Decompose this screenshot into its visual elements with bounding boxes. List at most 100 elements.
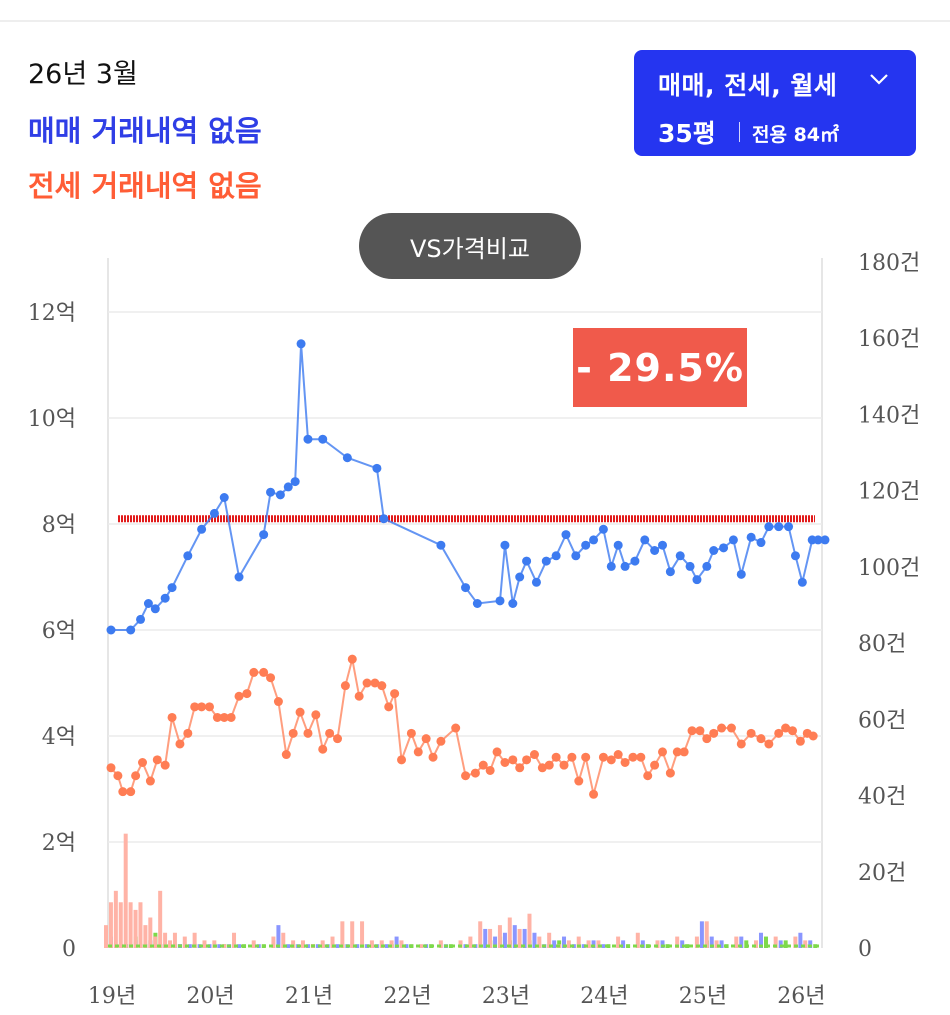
volume-bar-jeonse [113, 890, 118, 948]
jeonse-data-point [665, 768, 675, 778]
sale-data-point [436, 540, 446, 550]
volume-bar-jeonse [753, 940, 758, 948]
volume-bar-jeonse [734, 936, 739, 948]
volume-bar-sale [532, 932, 537, 948]
volume-bar-sale [384, 944, 389, 948]
sale-data-point [598, 524, 608, 534]
volume-bar-jeonse [291, 940, 296, 948]
jeonse-data-point [492, 747, 502, 757]
volume-bar-jeonse [419, 944, 424, 948]
sale-data-point [709, 546, 719, 555]
jeonse-data-point [606, 755, 616, 765]
deal-filter-button[interactable]: 매매, 전세, 월세 35평 전용 84㎡ [634, 50, 916, 156]
volume-bar-sale [315, 944, 320, 948]
jeonse-data-point [288, 728, 298, 738]
volume-bar-jeonse [478, 921, 483, 948]
volume-bar-jeonse [566, 940, 571, 948]
exclusive-area-label: 전용 84㎡ [752, 124, 840, 146]
volume-bar-sale [680, 940, 685, 948]
jeonse-data-point [808, 731, 818, 741]
jeonse-data-point [347, 654, 357, 664]
jeonse-data-point [167, 712, 177, 722]
jeonse-data-point [658, 747, 668, 757]
sale-data-point [472, 599, 482, 608]
volume-bar-sale [286, 944, 291, 948]
jeonse-data-point [478, 760, 488, 770]
volume-bar-jeonse [153, 936, 158, 948]
volume-bar-jeonse [123, 833, 128, 948]
jeonse-data-point [551, 752, 561, 762]
volume-bar-jeonse [281, 932, 286, 948]
chevron-down-icon [870, 74, 888, 85]
volume-bar-jeonse [675, 936, 680, 948]
sale-data-point [561, 530, 571, 540]
sale-data-point [640, 535, 650, 545]
jeonse-data-point [204, 702, 214, 712]
sale-data-point [143, 599, 153, 608]
volume-bar-rent [448, 944, 453, 948]
volume-bar-sale [808, 940, 813, 948]
volume-bar-sale [276, 925, 281, 948]
vs-compare-button[interactable]: VS가격비교 [359, 213, 581, 279]
sale-data-point [665, 567, 675, 577]
sale-data-point [620, 561, 630, 571]
jeonse-data-point [362, 678, 372, 688]
volume-bar-sale [493, 936, 498, 948]
jeonse-data-point [500, 758, 510, 767]
jeonse-data-point [428, 752, 438, 762]
jeonse-data-point [470, 768, 480, 778]
volume-bar-sale [562, 936, 567, 948]
volume-bar-sale [660, 940, 665, 948]
jeonse-data-point [537, 763, 547, 773]
top-divider [0, 20, 950, 22]
sale-data-point [685, 561, 695, 571]
sale-status: 매매 거래내역 없음 [28, 114, 262, 148]
deal-types-label: 매매, 전세, 월세 [658, 71, 838, 100]
volume-bar-sale [187, 944, 192, 948]
volume-bar-jeonse [773, 936, 778, 948]
sale-data-point [461, 583, 471, 593]
x-tick-label: 26년 [777, 984, 825, 1009]
x-tick-label: 21년 [285, 984, 333, 1009]
jeonse-data-point [311, 710, 321, 720]
volume-bar-jeonse [300, 940, 305, 948]
jeonse-data-point [138, 758, 148, 767]
sale-data-point [581, 540, 591, 550]
jeonse-data-point [197, 702, 207, 712]
volume-bar-sale [778, 940, 783, 948]
jeonse-data-point [106, 763, 116, 773]
volume-bar-jeonse [379, 940, 384, 948]
volume-bar-jeonse [389, 940, 394, 948]
sale-data-point [342, 453, 352, 463]
jeonse-data-point [515, 763, 525, 773]
sale-data-point [183, 551, 193, 561]
x-tick-label: 25년 [679, 984, 727, 1009]
sale-data-point [746, 532, 756, 542]
volume-bar-sale [581, 944, 586, 948]
jeonse-data-point [370, 678, 380, 688]
volume-bar-jeonse [547, 932, 552, 948]
volume-bar-jeonse [793, 936, 798, 948]
jeonse-data-point [643, 771, 653, 781]
volume-bar-jeonse [163, 932, 168, 948]
volume-bar-sale [758, 932, 763, 948]
jeonse-data-point [421, 734, 431, 744]
sale-data-point [160, 593, 170, 603]
x-tick-label: 24년 [580, 984, 628, 1009]
volume-bar-jeonse [507, 917, 512, 948]
jeonse-data-point [702, 734, 712, 744]
y-right-tick-label: 120건 [858, 480, 920, 505]
volume-bar-jeonse [118, 902, 123, 948]
jeonse-data-point [781, 723, 791, 733]
volume-bar-rent [744, 940, 749, 948]
sale-data-point [736, 569, 746, 579]
y-left-tick-label: 4억 [42, 725, 76, 750]
volume-bar-sale [512, 925, 517, 948]
jeonse-data-point [340, 681, 350, 691]
jeonse-data-point [795, 736, 805, 746]
jeonse-data-point [559, 760, 569, 770]
sale-data-point [541, 556, 551, 566]
volume-bar-sale [591, 940, 596, 948]
jeonse-data-point [413, 747, 423, 757]
sale-data-point [650, 546, 660, 555]
